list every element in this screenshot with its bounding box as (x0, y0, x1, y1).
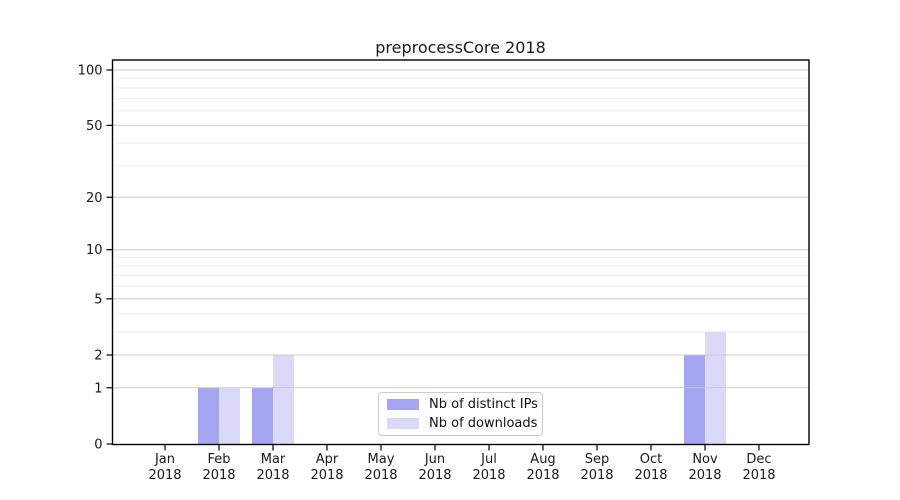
x-tick-label-month-sep: Sep (585, 452, 610, 467)
x-tick-label-year-may: 2018 (364, 468, 397, 483)
x-tick-label-year-jun: 2018 (418, 468, 451, 483)
bar-nov-distinct-ips (684, 355, 705, 444)
x-tick-label-year-feb: 2018 (202, 468, 235, 483)
x-tick-label-year-jan: 2018 (148, 468, 181, 483)
x-tick-label-month-mar: Mar (261, 452, 286, 467)
x-tick-label-year-oct: 2018 (634, 468, 667, 483)
chart-title: preprocessCore 2018 (375, 38, 546, 57)
x-tick-label-year-mar: 2018 (256, 468, 289, 483)
y-tick-label-2: 2 (94, 349, 102, 364)
legend-label-downloads: Nb of downloads (429, 416, 538, 431)
x-tick-label-month-aug: Aug (530, 452, 555, 467)
x-tick-label-year-aug: 2018 (526, 468, 559, 483)
x-tick-label-year-dec: 2018 (742, 468, 775, 483)
y-tick-label-20: 20 (86, 191, 103, 206)
x-tick-label-year-jul: 2018 (472, 468, 505, 483)
legend-label-distinct-ips: Nb of distinct IPs (429, 397, 538, 412)
y-tick-label-100: 100 (78, 64, 103, 79)
bar-feb-downloads (219, 387, 240, 444)
y-tick-label-1: 1 (94, 381, 102, 396)
legend-item-downloads: Nb of downloads (387, 416, 542, 431)
x-tick-label-month-nov: Nov (692, 452, 718, 467)
x-tick-label-year-nov: 2018 (688, 468, 721, 483)
bar-mar-distinct-ips (252, 387, 273, 444)
x-tick-label-month-may: May (368, 452, 395, 467)
legend-swatch-downloads (387, 418, 419, 429)
y-tick-label-5: 5 (94, 292, 102, 307)
x-tick-label-month-oct: Oct (640, 452, 662, 467)
legend-swatch-distinct-ips (387, 399, 419, 410)
x-tick-label-month-jul: Jul (480, 452, 497, 467)
axes-box (111, 59, 810, 446)
y-tick-label-0: 0 (94, 438, 102, 453)
y-tick-label-50: 50 (86, 119, 103, 134)
x-tick-label-year-apr: 2018 (310, 468, 343, 483)
y-tick-label-10: 10 (86, 243, 103, 258)
x-tick-label-month-apr: Apr (316, 452, 339, 467)
x-tick-label-year-sep: 2018 (580, 468, 613, 483)
legend-item-distinct-ips: Nb of distinct IPs (387, 397, 542, 412)
x-tick-label-month-dec: Dec (746, 452, 771, 467)
x-tick-label-month-jan: Jan (154, 452, 175, 467)
bar-mar-downloads (273, 355, 294, 444)
x-tick-label-month-feb: Feb (207, 452, 230, 467)
bar-feb-distinct-ips (198, 387, 219, 444)
legend: Nb of distinct IPs Nb of downloads (378, 392, 543, 436)
x-tick-label-month-jun: Jun (424, 452, 445, 467)
